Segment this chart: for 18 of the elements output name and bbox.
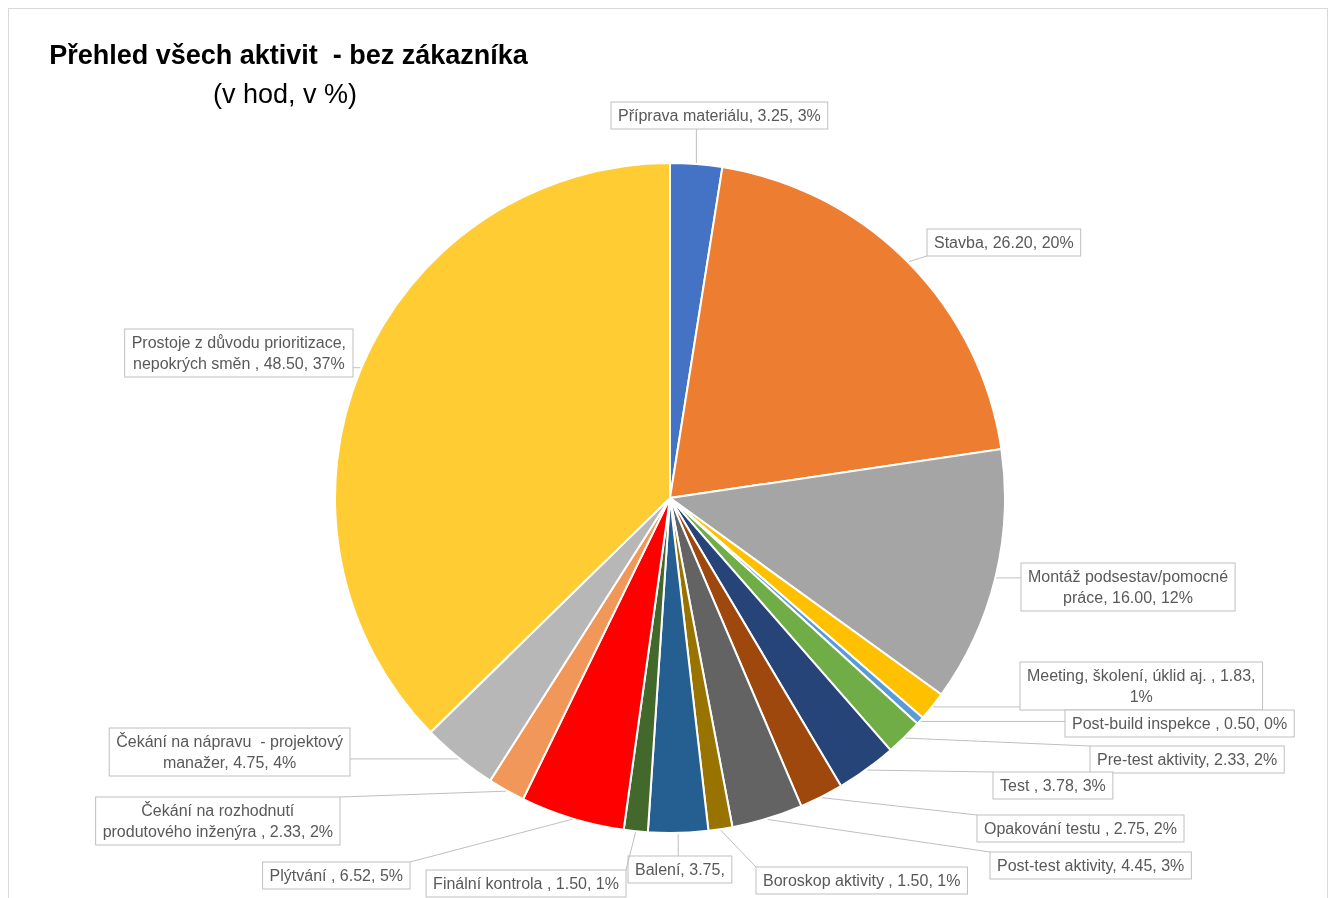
slice-label: Post-test aktivity, 4.45, 3%	[997, 857, 1185, 874]
slice-label: Prostoje z důvodu prioritizace, nepokrých směn , 48.50, 37%	[131, 334, 346, 372]
slice-label: Meeting, školení, úklid aj. , 1.83, 1%	[1027, 667, 1256, 705]
chart-title: Přehled všech aktivit - bez zákazníka	[48, 40, 529, 71]
slice-label: Montáž podsestav/pomocné práce, 16.00, 12%	[1028, 568, 1229, 606]
slice-label: Stavba, 26.20, 20%	[934, 234, 1074, 251]
slice-label: Čekání na rozhodnutí produtového inženýra , 2.33, 2%	[102, 801, 333, 840]
slice-label: Plýtvání , 6.52, 5%	[269, 867, 403, 884]
slice-label: Finální kontrola , 1.50, 1%	[433, 875, 619, 892]
slice-label: Čekání na nápravu - projektový manažer, 4.75, 4%	[116, 732, 343, 771]
slice-label: Pre-test aktivity, 2.33, 2%	[1097, 751, 1278, 768]
slice-label: Post-build inspekce , 0.50, 0%	[1072, 715, 1288, 732]
slice-label: Boroskop aktivity , 1.50, 1%	[763, 872, 961, 889]
slice-label: Opakování testu , 2.75, 2%	[984, 820, 1178, 837]
chart-subtitle: (v hod, v %)	[211, 79, 358, 110]
slice-label: Příprava materiálu, 3.25, 3%	[618, 107, 821, 124]
slice-label: Test , 3.78, 3%	[1000, 777, 1106, 794]
slice-label: Balení, 3.75,	[635, 861, 725, 878]
